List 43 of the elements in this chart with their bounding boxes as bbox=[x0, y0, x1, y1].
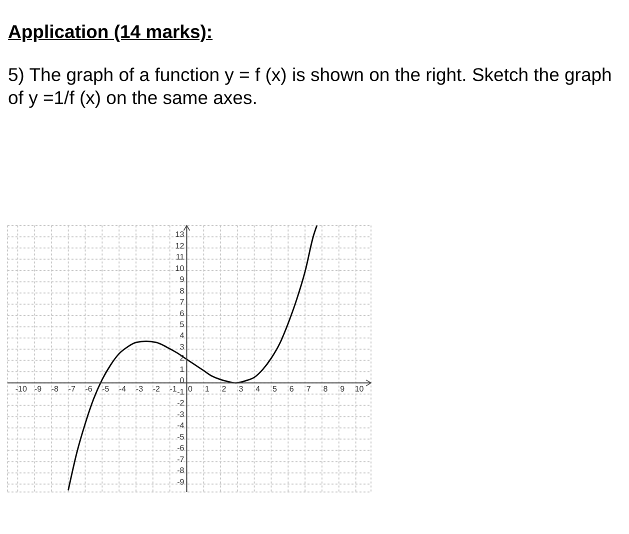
x-tick-label: -7 bbox=[68, 384, 76, 394]
chart-subtitle: 5) The graph of a function y = f (x) is shown on the right. Sketch the graph of y =1/f (x) on the same axes. bbox=[8, 62, 613, 108]
y-tick-label: -9 bbox=[177, 477, 185, 486]
x-tick-label: -2 bbox=[152, 384, 160, 394]
y-tick-label: -8 bbox=[177, 466, 185, 476]
y-tick-label: 6 bbox=[180, 308, 185, 318]
y-tick-label: -3 bbox=[177, 410, 185, 419]
x-tick-label: 6 bbox=[289, 384, 294, 394]
x-tick-label: -9 bbox=[34, 384, 42, 394]
y-tick-label: 7 bbox=[180, 298, 185, 307]
y-tick-label: -5 bbox=[177, 432, 185, 442]
y-tick-label: 12 bbox=[175, 241, 185, 250]
x-tick-label: 10 bbox=[354, 384, 364, 394]
x-tick-label: -6 bbox=[85, 384, 93, 394]
x-tick-label: 4 bbox=[256, 384, 261, 394]
x-tick-label: -10 bbox=[15, 384, 28, 394]
x-tick-label: 2 bbox=[222, 384, 227, 394]
y-tick-label: 9 bbox=[180, 275, 185, 284]
x-tick-label: 5 bbox=[272, 384, 278, 394]
x-tick-label: 1 bbox=[204, 384, 210, 394]
y-tick-label: -4 bbox=[177, 421, 185, 430]
y-tick-label: 4 bbox=[180, 331, 185, 340]
y-tick-label: 8 bbox=[180, 286, 185, 296]
y-tick-label: 5 bbox=[180, 320, 185, 330]
x-tick-label: 7 bbox=[306, 384, 312, 394]
y-tick-label: 3 bbox=[180, 342, 185, 352]
chart-title: Application (14 marks): bbox=[8, 20, 213, 44]
x-tick-label: -3 bbox=[136, 384, 144, 394]
x-tick-label: -5 bbox=[102, 384, 110, 394]
y-tick-label: 13 bbox=[175, 230, 185, 240]
y-tick-label: -7 bbox=[177, 454, 185, 464]
y-tick-label: 1 bbox=[180, 364, 185, 374]
y-tick-label: -6 bbox=[177, 444, 185, 453]
x-tick-label: 3 bbox=[238, 384, 244, 394]
y-tick-label: -2 bbox=[177, 398, 185, 408]
x-tick-label: 9 bbox=[340, 384, 346, 394]
x-tick-label: -8 bbox=[51, 384, 60, 394]
y-tick-label: 11 bbox=[176, 252, 185, 262]
x-tick-label: 8 bbox=[323, 384, 328, 394]
y-tick-label: 10 bbox=[175, 264, 185, 273]
x-tick-label: -4 bbox=[119, 384, 127, 394]
x-tick-label: 0 bbox=[188, 384, 193, 394]
line-series bbox=[68, 226, 318, 490]
